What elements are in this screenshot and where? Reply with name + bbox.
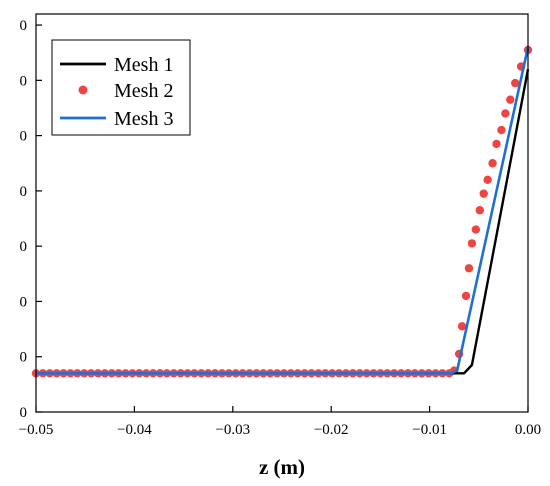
data-point-mesh-2 [501, 109, 510, 118]
legend: Mesh 1 Mesh 2 Mesh 3 [51, 39, 191, 136]
y-tick-label: 0 [20, 405, 28, 421]
data-point-mesh-2 [479, 189, 488, 198]
x-tick-label: −0.04 [117, 422, 152, 438]
data-point-mesh-2 [471, 225, 481, 234]
legend-label-mesh-3: Mesh 3 [114, 108, 173, 130]
data-point-mesh-2 [467, 239, 477, 248]
series-layer [31, 45, 533, 378]
y-tick-label: 0 [20, 239, 28, 255]
x-axis-title: z (m) [259, 455, 305, 479]
y-tick-label: 0 [20, 350, 28, 366]
y-tick-label: 0 [20, 73, 28, 89]
y-tick-label: 0 [20, 129, 28, 145]
data-point-mesh-2 [483, 175, 492, 185]
data-point-mesh-2 [475, 206, 484, 215]
legend-swatch-mesh-2 [78, 85, 88, 95]
legend-label-mesh-1: Mesh 1 [114, 54, 173, 76]
x-axis: −0.05 −0.04 −0.03 −0.02 −0.01 0.00 [19, 406, 541, 438]
data-point-mesh-2 [461, 291, 471, 301]
data-point-mesh-2 [506, 95, 515, 104]
y-tick-label: 0 [20, 184, 28, 200]
y-axis: 0 0 0 0 0 0 0 0 [20, 18, 42, 421]
legend-label-mesh-2: Mesh 2 [114, 80, 173, 102]
plot-frame [35, 13, 529, 413]
data-point-mesh-2 [488, 159, 497, 168]
data-point-mesh-2 [457, 322, 467, 331]
data-point-mesh-2 [492, 139, 501, 149]
x-tick-label: −0.02 [314, 422, 349, 438]
x-tick-label: −0.01 [412, 422, 447, 438]
y-tick-label: 0 [20, 294, 28, 310]
series-line-mesh-3 [36, 46, 530, 375]
data-point-mesh-2 [497, 125, 506, 135]
data-point-mesh-2 [464, 264, 474, 273]
x-tick-label: 0.00 [515, 422, 541, 438]
x-tick-label: −0.03 [215, 422, 250, 438]
data-point-mesh-2 [511, 78, 520, 88]
x-tick-label: −0.05 [19, 422, 54, 438]
y-tick-label: 0 [20, 18, 28, 34]
